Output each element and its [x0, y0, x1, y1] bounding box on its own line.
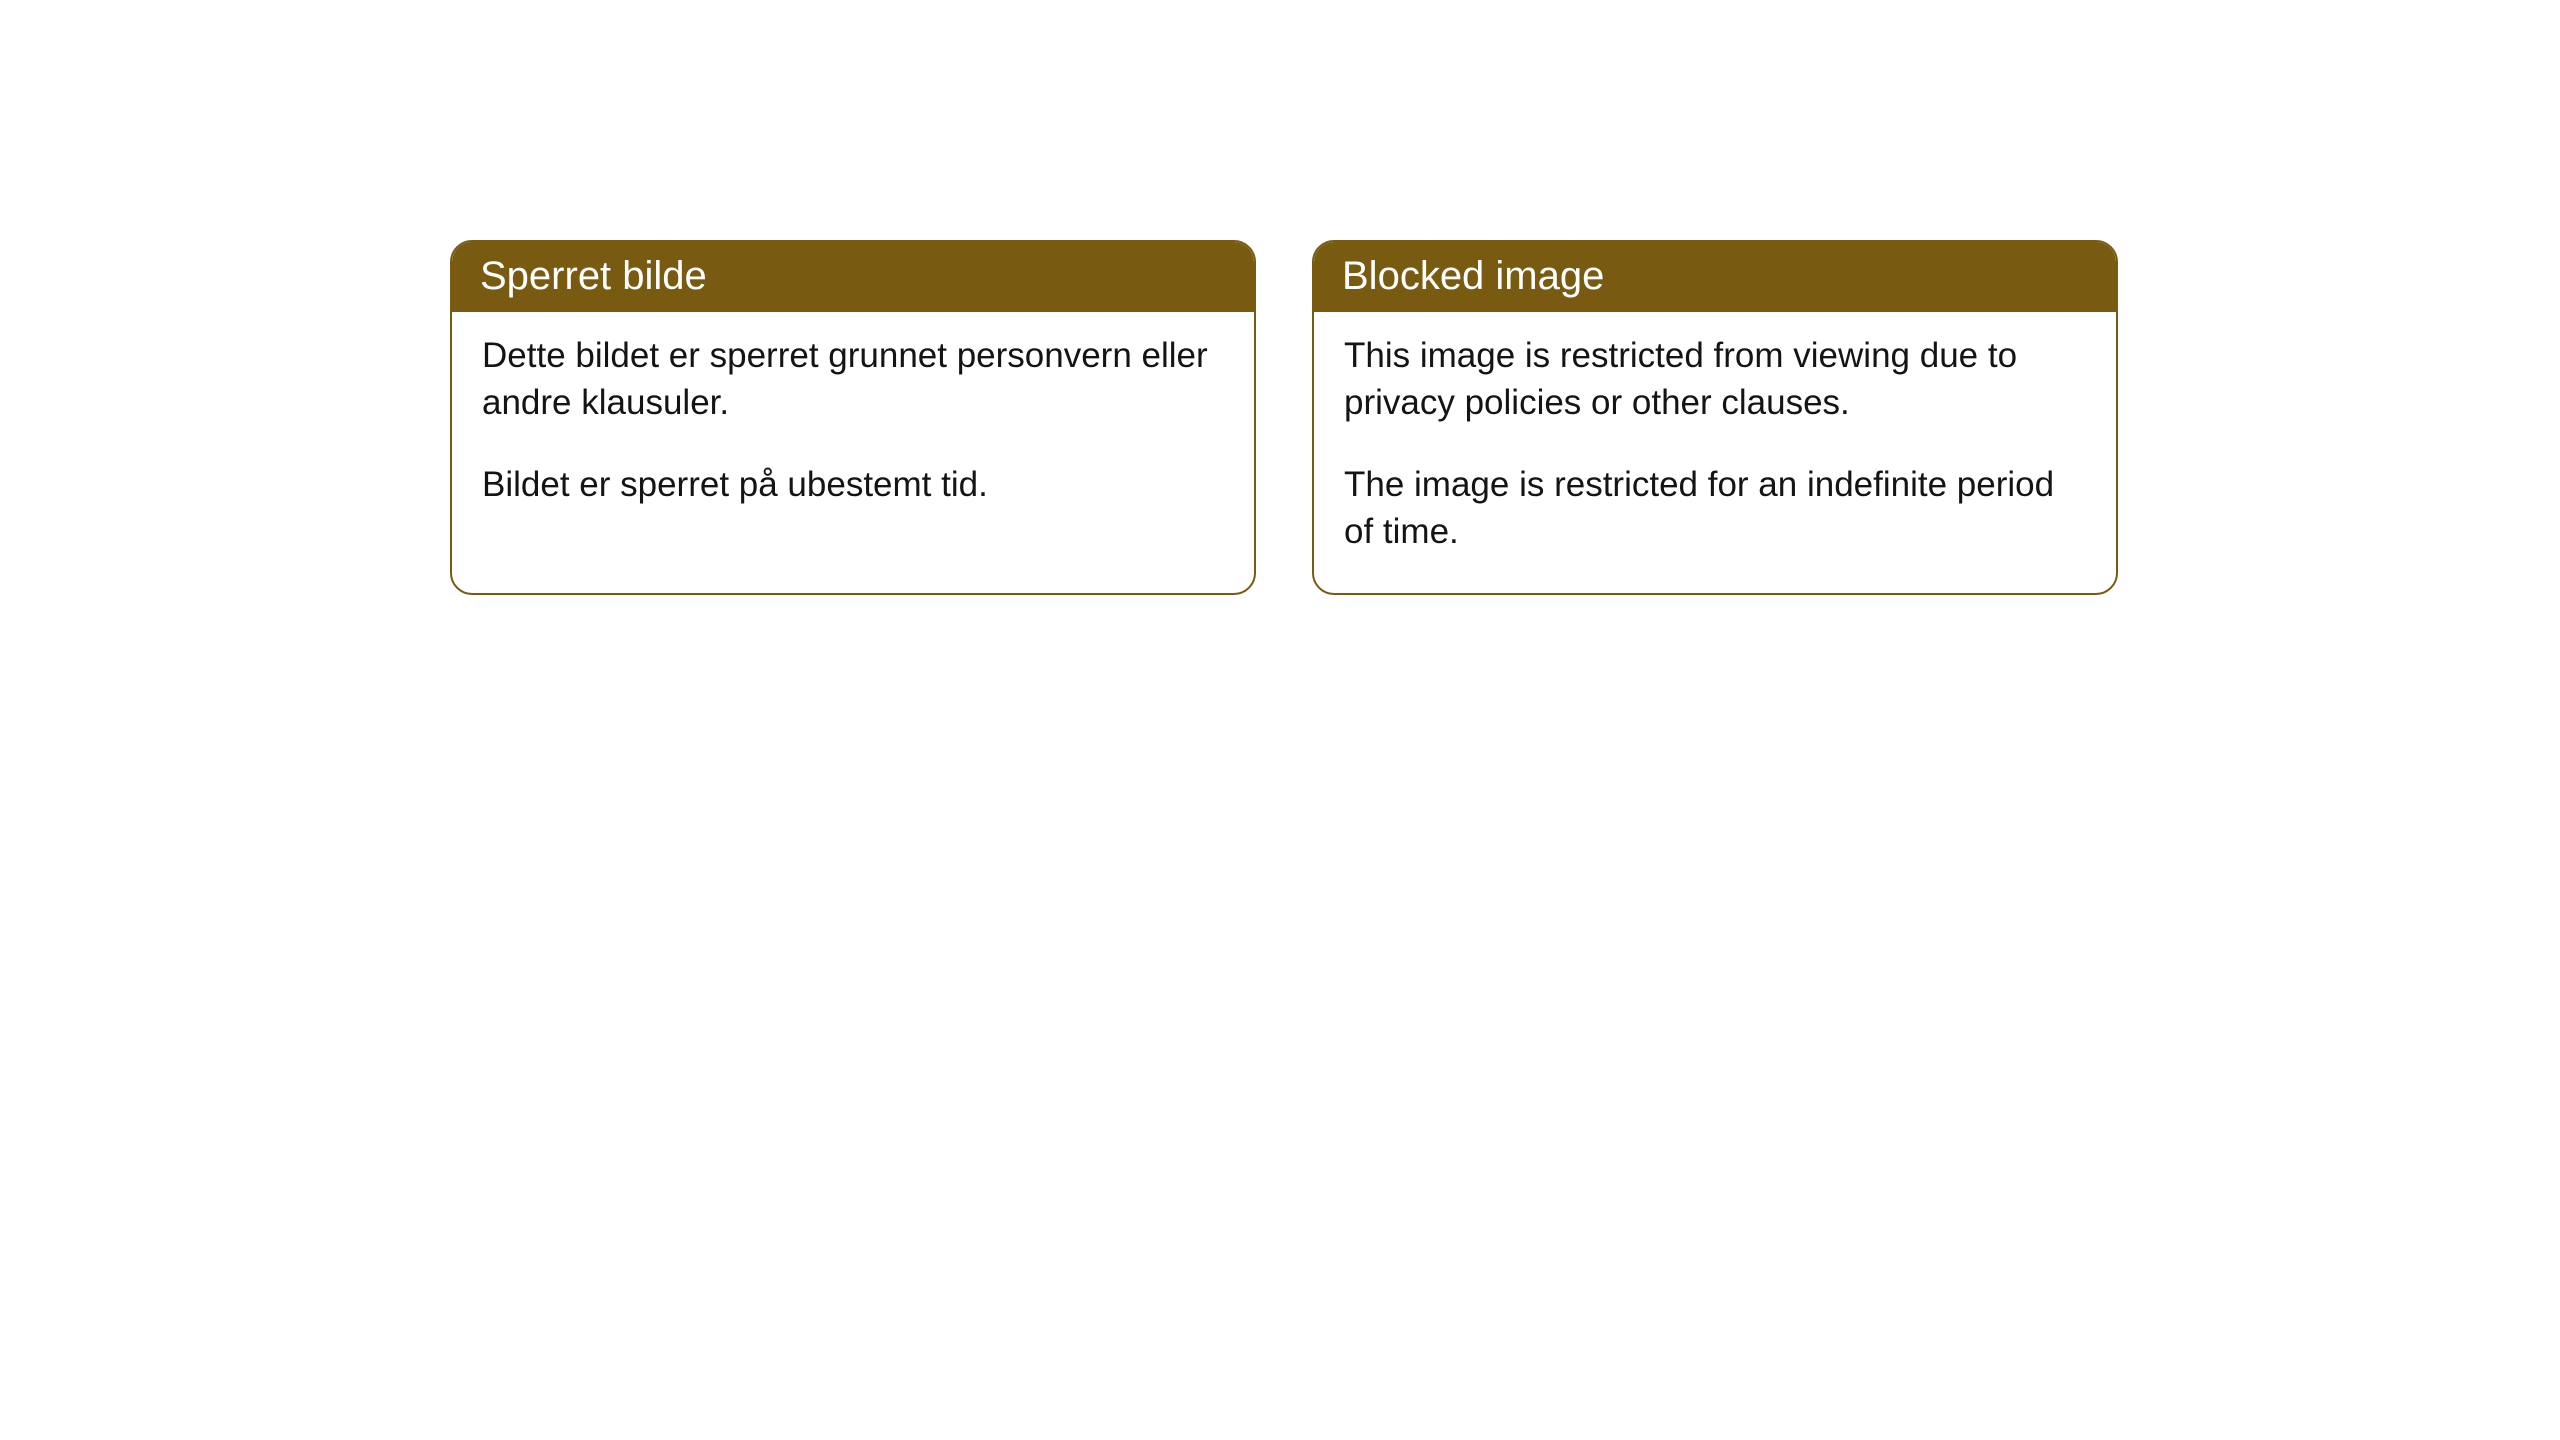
notice-paragraph: Dette bildet er sperret grunnet personve…: [482, 332, 1224, 427]
notice-card-english: Blocked image This image is restricted f…: [1312, 240, 2118, 595]
notice-container: Sperret bilde Dette bildet er sperret gr…: [0, 0, 2560, 595]
notice-card-title: Sperret bilde: [452, 242, 1254, 312]
notice-paragraph: Bildet er sperret på ubestemt tid.: [482, 461, 1224, 508]
notice-card-body: Dette bildet er sperret grunnet personve…: [452, 312, 1254, 546]
notice-card-norwegian: Sperret bilde Dette bildet er sperret gr…: [450, 240, 1256, 595]
notice-card-title: Blocked image: [1314, 242, 2116, 312]
notice-paragraph: The image is restricted for an indefinit…: [1344, 461, 2086, 556]
notice-card-body: This image is restricted from viewing du…: [1314, 312, 2116, 593]
notice-paragraph: This image is restricted from viewing du…: [1344, 332, 2086, 427]
